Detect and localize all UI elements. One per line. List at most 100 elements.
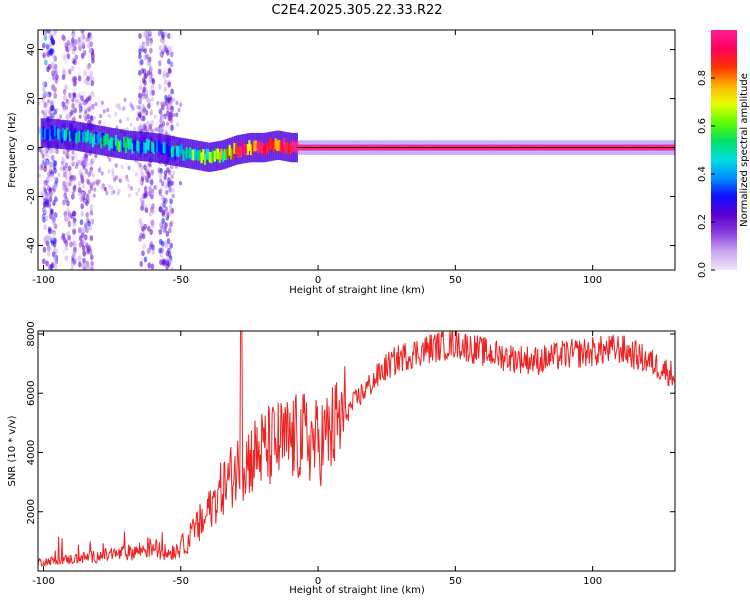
spectrogram-noise-speckle: [171, 164, 174, 170]
spectrogram-noise-speckle: [71, 45, 75, 52]
spectrogram-ridge-cell: [73, 128, 76, 139]
spectrogram-noise-speckle: [78, 114, 82, 119]
spectrogram-noise-speckle: [158, 108, 163, 115]
spectrogram-noise-speckle: [91, 119, 95, 124]
spectrogram-noise-speckle: [128, 101, 132, 107]
spectrogram-noise-speckle: [125, 162, 129, 167]
spectrogram-x-tick-label: -100: [32, 275, 55, 286]
spectrogram-ridge-cell: [116, 139, 119, 150]
spectrogram-ridge-cell: [184, 150, 187, 161]
spectrogram-noise-speckle: [73, 59, 77, 66]
spectrogram-noise-speckle: [157, 60, 162, 67]
spectrogram-noise-speckle: [131, 167, 135, 172]
spectrogram-noise-speckle: [53, 255, 57, 262]
spectrogram-ridge-cell: [241, 141, 244, 152]
spectrogram-noise-speckle: [125, 176, 129, 182]
spectrogram-noise-speckle: [170, 51, 174, 58]
spectrogram-ridge-cell: [126, 136, 129, 148]
spectrogram-ridge-cell: [231, 148, 234, 160]
spectrogram-noise-speckle: [164, 206, 168, 213]
spectrogram-noise-speckle: [71, 76, 76, 83]
spectrogram-noise-speckle: [98, 120, 102, 125]
spectrogram-noise-speckle: [136, 169, 140, 175]
spectrogram-noise-speckle: [62, 94, 67, 101]
spectrogram-noise-speckle: [63, 210, 68, 217]
spectrogram-noise-speckle: [40, 165, 44, 171]
spectrogram-noise-speckle: [172, 170, 176, 176]
spectrogram-ridge-cell: [210, 152, 213, 164]
spectrogram-noise-speckle: [142, 265, 146, 270]
snr-x-tick-label: 0: [315, 576, 321, 587]
spectrogram-noise-speckle: [138, 113, 142, 119]
spectrogram-noise-speckle: [163, 44, 167, 51]
spectrogram-ridge-cell: [80, 130, 83, 141]
spectrogram-noise-speckle: [90, 254, 94, 261]
spectrogram-noise-speckle: [93, 157, 97, 162]
spectrogram-noise-speckle: [70, 267, 74, 270]
spectrogram-noise-speckle: [82, 250, 87, 257]
spectrogram-noise-speckle: [160, 163, 164, 168]
spectrogram-noise-speckle: [70, 65, 75, 72]
spectrogram-ridge-cell: [235, 142, 238, 154]
spectrogram-ridge-cell: [230, 148, 233, 160]
spectrogram-noise-speckle: [71, 87, 76, 94]
spectrogram-noise-speckle: [45, 102, 49, 108]
spectrogram-noise-speckle: [78, 186, 82, 193]
spectrogram-ridge-cell: [67, 130, 70, 142]
spectrogram-noise-speckle: [64, 84, 68, 91]
spectrogram-noise-speckle: [117, 188, 121, 194]
spectrogram-ridge-cell: [137, 142, 141, 153]
spectrogram-noise-speckle: [163, 86, 167, 93]
spectrogram-ridge-cell: [245, 145, 248, 157]
spectrogram-ridge-cell: [294, 141, 297, 153]
spectrogram-ridge-cell: [77, 131, 80, 142]
spectrogram-noise-speckle: [170, 124, 174, 129]
spectrogram-ridge-cell: [119, 140, 122, 151]
spectrogram-ridge-cell: [91, 136, 94, 148]
spectrogram-ridge-cell: [123, 136, 126, 148]
spectrogram-ridge-cell: [175, 145, 178, 157]
spectrogram-noise-speckle: [45, 181, 49, 186]
spectrogram-noise-speckle: [138, 48, 142, 55]
spectrogram-noise-speckle: [91, 173, 95, 178]
spectrogram-noise-speckle: [85, 211, 89, 218]
spectrogram-noise-speckle: [127, 193, 131, 198]
spectrogram-noise-speckle: [158, 189, 162, 194]
spectrogram-noise-speckle: [179, 180, 182, 186]
spectrogram-noise-speckle: [160, 101, 164, 106]
spectrogram-noise-speckle: [143, 164, 147, 171]
spectrogram-noise-speckle: [41, 80, 46, 87]
colorbar-label: Normalized spectral amplitude: [739, 73, 750, 227]
spectrogram-noise-speckle: [149, 40, 153, 46]
spectrogram-noise-speckle: [70, 261, 75, 268]
spectrogram-ridge-cell: [202, 149, 205, 160]
spectrogram-noise-speckle: [168, 204, 173, 211]
spectrogram-noise-speckle: [175, 112, 179, 118]
spectrogram-ridge-cell: [47, 128, 50, 140]
spectrogram-noise-speckle: [135, 174, 139, 179]
spectrogram-noise-speckle: [85, 156, 89, 161]
spectrogram-panel: -100 -50 0 50 100 -40 -20 0 20 40 Height of stra…: [7, 29, 676, 296]
spectrogram-noise-speckle: [129, 108, 133, 114]
spectrogram-noise-speckle: [52, 74, 56, 81]
spectrogram-noise-speckle: [71, 103, 75, 109]
colorbar-tick-label: 0.8: [697, 70, 708, 86]
spectrogram-noise-speckle: [76, 159, 80, 164]
spectrogram-noise-speckle: [170, 88, 174, 95]
spectrogram-noise-speckle: [169, 198, 173, 205]
spectrogram-noise-speckle: [151, 89, 155, 96]
spectrogram-ridge-cell: [174, 148, 177, 160]
spectrogram-ridge-cell: [179, 144, 182, 156]
spectrogram-noise-speckle: [169, 61, 174, 68]
spectrogram-noise-speckle: [141, 233, 146, 240]
spectrogram-x-tick-label: 0: [315, 275, 321, 286]
spectrogram-ridge-cell: [50, 125, 53, 137]
spectrogram-ridge-cell: [105, 133, 108, 145]
spectrogram-ridge-cell: [88, 132, 91, 144]
spectrogram-ridge-cell: [108, 139, 111, 151]
spectrogram-noise-speckle: [71, 191, 75, 196]
snr-plot-area: [38, 331, 675, 571]
spectrogram-x-tick-label: 100: [583, 275, 602, 286]
spectrogram-noise-speckle: [160, 123, 164, 128]
